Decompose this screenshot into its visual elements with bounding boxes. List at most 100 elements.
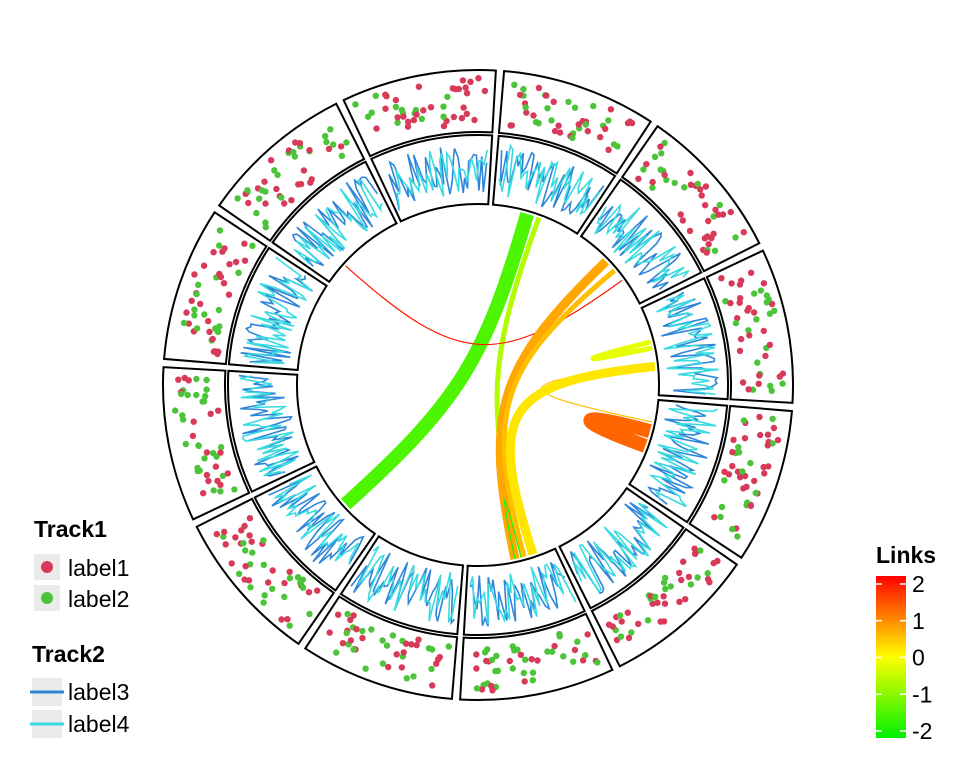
label3-line	[660, 291, 719, 395]
label2-point	[333, 649, 340, 656]
label1-point	[478, 686, 486, 693]
label3-line	[291, 176, 379, 267]
label1-point	[523, 109, 530, 116]
legend-label2-marker	[41, 592, 53, 604]
label1-point	[175, 376, 182, 383]
label2-point	[628, 629, 635, 636]
label1-point	[764, 442, 771, 449]
label2-point	[661, 139, 668, 147]
label1-point	[551, 127, 559, 135]
label2-point	[735, 444, 742, 451]
label2-point	[640, 166, 647, 173]
legend-label4-text: label4	[68, 711, 130, 737]
label1-point	[747, 269, 755, 276]
label2-point	[394, 119, 401, 126]
label1-point	[506, 657, 513, 665]
label2-point	[657, 166, 664, 173]
links-colorbar-ticks: 2 1 0 -1 -2	[876, 571, 932, 744]
label1-point	[458, 114, 466, 122]
label2-point	[260, 537, 267, 544]
link-ribbon	[345, 265, 623, 346]
label1-point	[392, 96, 400, 104]
label2-point	[651, 153, 659, 160]
label1-point	[219, 248, 226, 255]
label2-point	[235, 269, 242, 276]
label4-line	[573, 502, 668, 593]
label1-point	[217, 449, 224, 456]
label1-point	[736, 474, 744, 481]
label1-point	[746, 332, 753, 339]
label1-point	[246, 515, 254, 522]
label2-point	[582, 121, 589, 128]
track1-sector	[303, 595, 459, 700]
label2-point	[511, 81, 518, 89]
label2-point	[290, 148, 297, 156]
label1-point	[288, 197, 295, 204]
label2-point	[350, 646, 357, 653]
label2-point	[201, 455, 208, 462]
label2-point	[660, 579, 668, 586]
label1-point	[737, 335, 745, 343]
label1-point	[691, 545, 698, 552]
label3-line	[647, 404, 710, 506]
label1-point	[292, 139, 299, 146]
label1-point	[687, 181, 695, 188]
label2-point	[694, 574, 701, 581]
label1-point	[575, 121, 582, 128]
label2-point	[231, 486, 238, 493]
label1-point	[550, 98, 557, 106]
label2-point	[732, 319, 740, 327]
label2-point	[740, 417, 748, 424]
label1-point	[200, 262, 208, 269]
label1-point	[382, 105, 389, 112]
label2-point	[216, 242, 223, 249]
label2-point	[249, 549, 256, 556]
track1-sector	[620, 124, 761, 273]
label2-point	[194, 464, 201, 472]
label2-point	[410, 673, 417, 680]
label1-point	[217, 273, 225, 281]
label1-point	[185, 320, 192, 327]
label3-line	[499, 150, 605, 215]
label2-point	[193, 391, 200, 399]
label1-point	[410, 116, 418, 124]
label2-point	[570, 658, 577, 665]
link-ribbon	[341, 211, 534, 510]
label1-point	[265, 579, 272, 586]
legend-track2: Track2 label3 label4	[30, 641, 130, 738]
label1-point	[705, 217, 712, 225]
label2-point	[219, 472, 227, 480]
label1-point	[337, 143, 345, 150]
label1-point	[463, 90, 471, 97]
label1-point	[203, 449, 211, 456]
label2-point	[203, 386, 210, 393]
label2-point	[182, 440, 189, 448]
label1-point	[760, 327, 767, 335]
label1-point	[718, 275, 725, 282]
track1-sector	[705, 249, 794, 404]
link-ribbon	[583, 412, 652, 453]
link-ribbon	[505, 361, 656, 556]
label1-point	[200, 490, 207, 497]
label2-point	[739, 468, 746, 475]
label4-line	[239, 375, 299, 477]
label2-point	[260, 561, 267, 568]
label2-point	[352, 101, 359, 108]
label1-point	[242, 563, 249, 570]
label1-point	[678, 576, 685, 584]
label2-point	[262, 224, 269, 231]
label1-point	[535, 84, 543, 92]
label2-point	[403, 675, 410, 682]
label1-point	[278, 616, 285, 623]
label1-point	[185, 377, 192, 384]
label2-point	[172, 407, 179, 414]
label1-point	[761, 470, 768, 477]
label2-point	[658, 150, 665, 157]
label2-point	[193, 290, 200, 298]
label2-point	[753, 316, 760, 323]
label1-point	[394, 114, 401, 121]
label1-point	[602, 125, 609, 133]
label2-point	[473, 685, 481, 692]
label2-point	[493, 652, 500, 660]
